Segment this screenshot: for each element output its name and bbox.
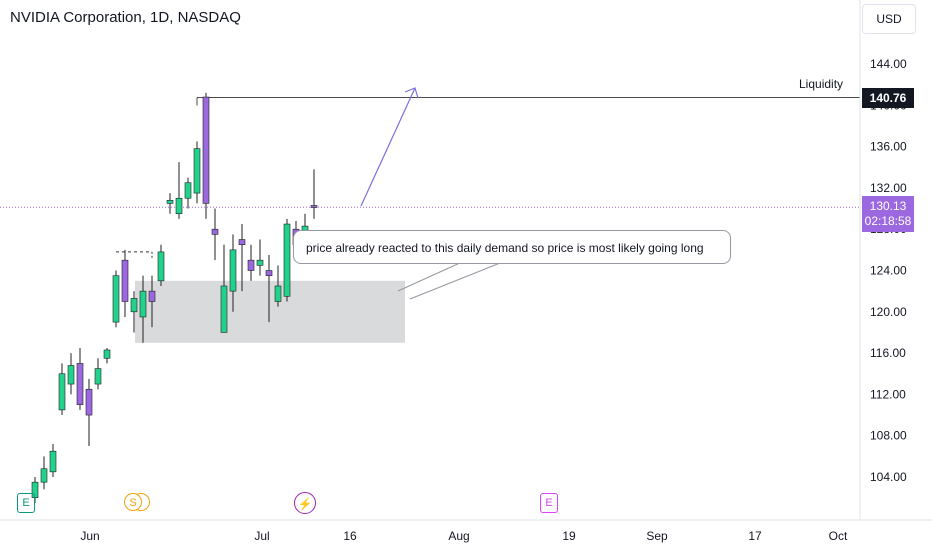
candle-body bbox=[121, 259, 129, 302]
candle-body bbox=[58, 373, 66, 411]
candle-body bbox=[40, 468, 48, 483]
time-axis[interactable]: Jun Jul 16 Aug 19 Sep 17 Oct bbox=[0, 519, 932, 543]
time-tick-label: Sep bbox=[646, 529, 668, 543]
earnings-event-icon[interactable]: E bbox=[540, 493, 558, 513]
bar-countdown: 02:18:58 bbox=[864, 214, 912, 228]
candle-body bbox=[148, 290, 156, 302]
candle-body bbox=[85, 388, 93, 416]
chart-title: NVIDIA Corporation, 1D, NASDAQ bbox=[10, 9, 241, 26]
earnings-event-icon[interactable]: E bbox=[17, 493, 35, 513]
projection-arrow-line bbox=[360, 87, 416, 207]
candle-body bbox=[76, 363, 84, 406]
current-price-tag: 130.13 02:18:58 bbox=[862, 196, 914, 232]
candle-body bbox=[202, 96, 210, 204]
candle-body bbox=[274, 285, 282, 302]
candle-body bbox=[193, 148, 201, 194]
price-tick-label: 112.00 bbox=[870, 387, 906, 401]
time-tick-label: 17 bbox=[748, 529, 762, 543]
price-tick-label: 132.00 bbox=[870, 181, 907, 195]
price-tick-label: 144.00 bbox=[870, 57, 907, 71]
time-tick-label: 16 bbox=[343, 529, 357, 543]
candle-body bbox=[310, 205, 318, 208]
candle-body bbox=[175, 197, 183, 215]
candle-body bbox=[220, 285, 228, 333]
candle-body bbox=[256, 259, 264, 266]
candle-body bbox=[238, 239, 246, 245]
price-axis[interactable]: 104.00108.00112.00116.00120.00124.00128.… bbox=[859, 0, 907, 520]
split-event-icon[interactable]: ⚡ bbox=[294, 492, 316, 514]
annotation-lines-layer bbox=[0, 87, 860, 300]
time-tick-label: Aug bbox=[448, 529, 469, 543]
dividend-event-icon[interactable]: S bbox=[122, 492, 154, 514]
liquidity-label: Liquidity bbox=[799, 77, 844, 91]
candle-body bbox=[112, 275, 120, 323]
time-tick-label: Jun bbox=[80, 529, 99, 543]
currency-button[interactable]: USD bbox=[862, 4, 916, 34]
text-callout[interactable]: price already reacted to this daily dema… bbox=[293, 230, 731, 264]
candle-body bbox=[265, 270, 273, 276]
candle-body bbox=[49, 450, 57, 473]
current-price-value: 130.13 bbox=[869, 199, 907, 213]
candle-body bbox=[211, 228, 219, 235]
candle-body bbox=[130, 298, 138, 313]
callout-pointer-2 bbox=[409, 262, 501, 300]
candle-body bbox=[31, 481, 39, 498]
candle-body bbox=[283, 223, 291, 297]
time-tick-label: 19 bbox=[562, 529, 576, 543]
candle-body bbox=[157, 251, 165, 282]
callout-pointer-1 bbox=[397, 261, 463, 292]
candle-body bbox=[94, 368, 102, 385]
demand-zone-rect bbox=[135, 280, 405, 343]
price-tick-label: 108.00 bbox=[870, 429, 907, 443]
candle-body bbox=[166, 199, 174, 204]
price-tick-label: 120.00 bbox=[870, 305, 907, 319]
demand-zone-layer bbox=[135, 280, 405, 343]
candle-body bbox=[247, 259, 255, 271]
candle-body bbox=[184, 182, 192, 199]
time-tick-label: Jul bbox=[254, 529, 269, 543]
price-tick-label: 136.00 bbox=[870, 140, 907, 154]
candle-body bbox=[67, 365, 75, 385]
projection-arrow-head bbox=[404, 87, 419, 99]
candle-body bbox=[229, 249, 237, 292]
candle-body bbox=[103, 349, 111, 359]
price-tick-label: 116.00 bbox=[870, 346, 906, 360]
liquidity-price-tag: 140.76 bbox=[862, 88, 914, 108]
candle-body bbox=[139, 290, 147, 318]
price-tick-label: 104.00 bbox=[870, 470, 907, 484]
time-tick-label: Oct bbox=[829, 529, 848, 543]
price-tick-label: 124.00 bbox=[870, 264, 907, 278]
